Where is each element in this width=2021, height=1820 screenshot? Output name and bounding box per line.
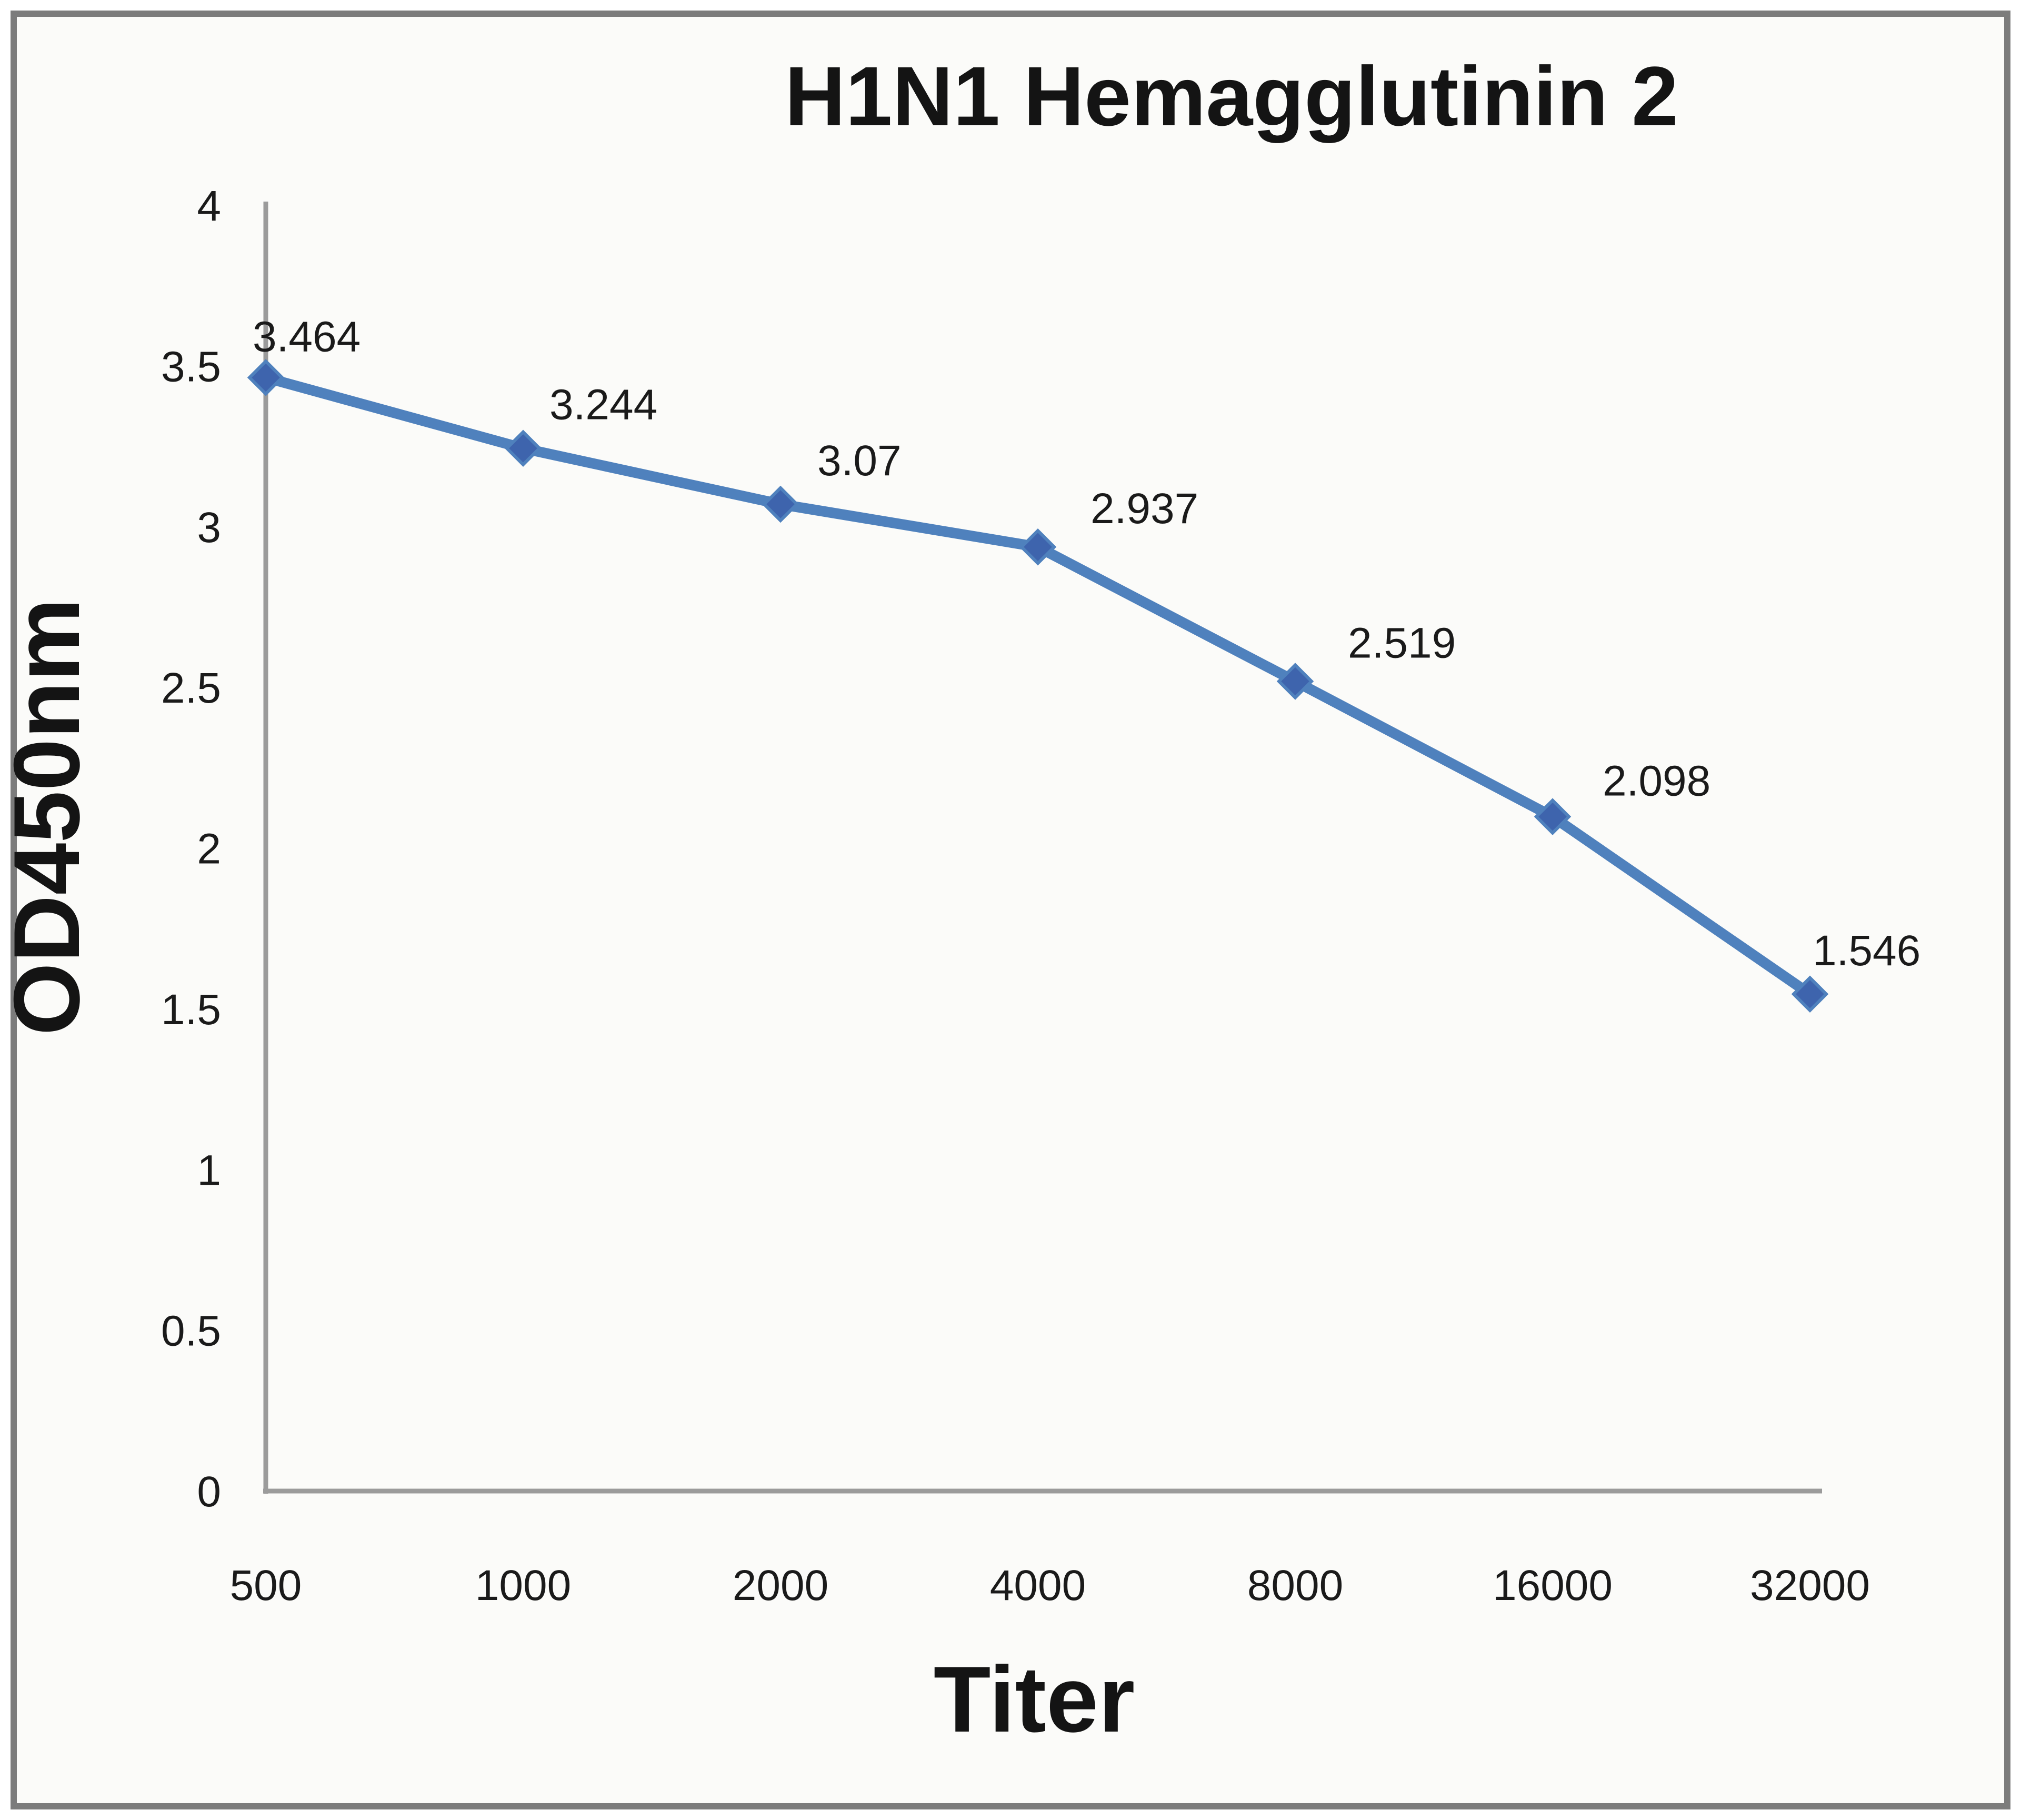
- data-point-label: 3.07: [817, 437, 902, 485]
- y-tick-label: 4: [197, 182, 221, 230]
- data-point-marker: [762, 485, 799, 523]
- data-point-label: 2.519: [1348, 619, 1456, 667]
- y-tick-label: 0: [197, 1468, 221, 1516]
- x-axis-title: Titer: [934, 1647, 1135, 1752]
- y-tick-label: 1: [197, 1146, 221, 1194]
- y-tick-label: 2: [197, 825, 221, 873]
- x-tick-label: 16000: [1493, 1562, 1613, 1609]
- data-point-label: 3.244: [549, 381, 657, 429]
- x-axis-tick-labels: 500 1000 2000 4000 8000 16000 32000: [230, 1562, 1870, 1609]
- data-point-marker: [1534, 798, 1572, 835]
- data-point-marker: [1276, 663, 1314, 700]
- y-tick-label: 0.5: [161, 1307, 221, 1355]
- x-tick-label: 1000: [475, 1562, 571, 1609]
- frame-border: [11, 11, 2010, 1809]
- data-point-marker: [247, 359, 285, 396]
- data-point-label: 1.546: [1813, 927, 1920, 975]
- x-tick-label: 2000: [733, 1562, 828, 1609]
- y-axis-tick-labels: 0 0.5 1 1.5 2 2.5 3 3.5 4: [161, 182, 221, 1516]
- x-tick-label: 8000: [1247, 1562, 1343, 1609]
- data-point-label: 2.937: [1090, 485, 1198, 533]
- x-tick-label: 32000: [1750, 1562, 1870, 1609]
- series-markers: [247, 359, 1829, 1013]
- data-point-marker: [1791, 975, 1829, 1013]
- x-tick-label: 4000: [990, 1562, 1086, 1609]
- data-point-label: 3.464: [253, 313, 361, 361]
- data-point-marker: [1019, 528, 1057, 566]
- x-tick-label: 500: [230, 1562, 302, 1609]
- data-point-label: 2.098: [1603, 757, 1710, 805]
- y-tick-label: 1.5: [161, 986, 221, 1034]
- y-tick-label: 2.5: [161, 664, 221, 712]
- series-data-labels: 3.464 3.244 3.07 2.937 2.519 2.098 1.546: [253, 313, 1920, 974]
- y-tick-label: 3: [197, 504, 221, 552]
- y-axis-title: OD450nm: [0, 598, 99, 1036]
- y-tick-label: 3.5: [161, 343, 221, 391]
- data-point-marker: [504, 429, 542, 467]
- chart-title: H1N1 Hemagglutinin 2: [785, 49, 1678, 143]
